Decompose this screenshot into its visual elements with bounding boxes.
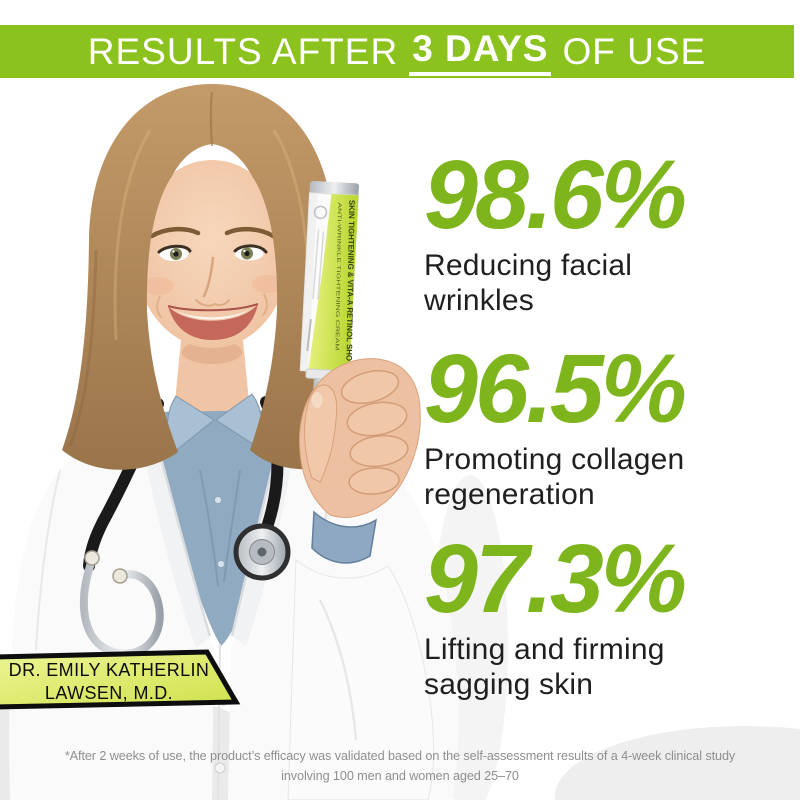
stat-label-line: sagging skin	[424, 667, 594, 701]
stat-block-lifting: 97.3% Lifting and firming sagging skin	[424, 524, 687, 703]
product-tube: SKIN TIGHTENING & VITA-A RETINOL SHOT AN…	[299, 180, 359, 422]
stat-label-line: Reducing facial	[424, 249, 633, 282]
stat-block-collagen: 96.5% Promoting collagen regeneration	[424, 334, 687, 513]
tube-stripe-subtitle: ANTI-WRINKLE TIGHTENING CREAM	[333, 202, 342, 350]
doctor-name-line2: LAWSEN, M.D.	[44, 683, 174, 704]
finger	[348, 467, 400, 495]
hair	[62, 84, 364, 470]
nose	[202, 256, 215, 298]
ear-tip	[112, 568, 128, 584]
name-badge-shape	[0, 649, 241, 710]
tube-stripe-title: SKIN TIGHTENING & VITA-A RETINOL SHOT	[344, 200, 356, 366]
disclaimer-line1: *After 2 weeks of use, the product’s eff…	[64, 748, 736, 763]
shirt-cuff	[311, 510, 378, 564]
disclaimer: *After 2 weeks of use, the product’s eff…	[16, 746, 784, 786]
mouth	[168, 304, 258, 340]
stat-block-wrinkles: 98.6% Reducing facial wrinkles	[424, 140, 687, 319]
finger	[346, 401, 408, 437]
results-banner: RESULTS AFTER 3 DAYS OF USE	[0, 25, 794, 78]
shirt	[148, 393, 290, 646]
stethoscope-loop	[79, 556, 164, 658]
banner-suffix: OF USE	[562, 30, 707, 72]
banner-highlight: 3 DAYS	[409, 28, 552, 76]
tube-stripe	[308, 193, 359, 374]
finger	[349, 434, 409, 468]
tube-emblem-icon	[313, 205, 328, 220]
stat-value: 97.3%	[424, 524, 687, 633]
stat-value: 98.6%	[424, 140, 687, 249]
doctor-name-badge: DR. EMILY KATHERLIN LAWSEN, M.D.	[4, 659, 214, 705]
face	[135, 160, 289, 348]
teeth	[171, 305, 255, 320]
hand	[287, 358, 435, 800]
stat-label-line: Promoting collagen	[424, 443, 685, 476]
eyebrow-left	[149, 226, 201, 239]
stat-value: 96.5%	[424, 334, 687, 443]
coat-sleeve	[287, 558, 435, 800]
thumb	[304, 384, 338, 483]
doctor-name-line1: DR. EMILY KATHERLIN	[8, 660, 210, 680]
stat-label: Reducing facial wrinkles	[424, 249, 684, 319]
stat-label: Promoting collagen regeneration	[424, 443, 684, 513]
stat-label-line: wrinkles	[424, 283, 534, 317]
banner-prefix: RESULTS AFTER	[87, 30, 399, 72]
eyebrow-right	[224, 226, 276, 239]
ear-tip	[84, 550, 100, 566]
thumb-nail	[311, 392, 323, 408]
stat-label: Lifting and firming sagging skin	[424, 633, 684, 703]
stat-label-line: regeneration	[424, 477, 595, 511]
disclaimer-line2: involving 100 men and women aged 25–70	[281, 767, 519, 783]
finger	[340, 370, 400, 404]
corner-shadow-right	[555, 726, 800, 800]
stat-label-line: Lifting and firming	[424, 633, 665, 666]
